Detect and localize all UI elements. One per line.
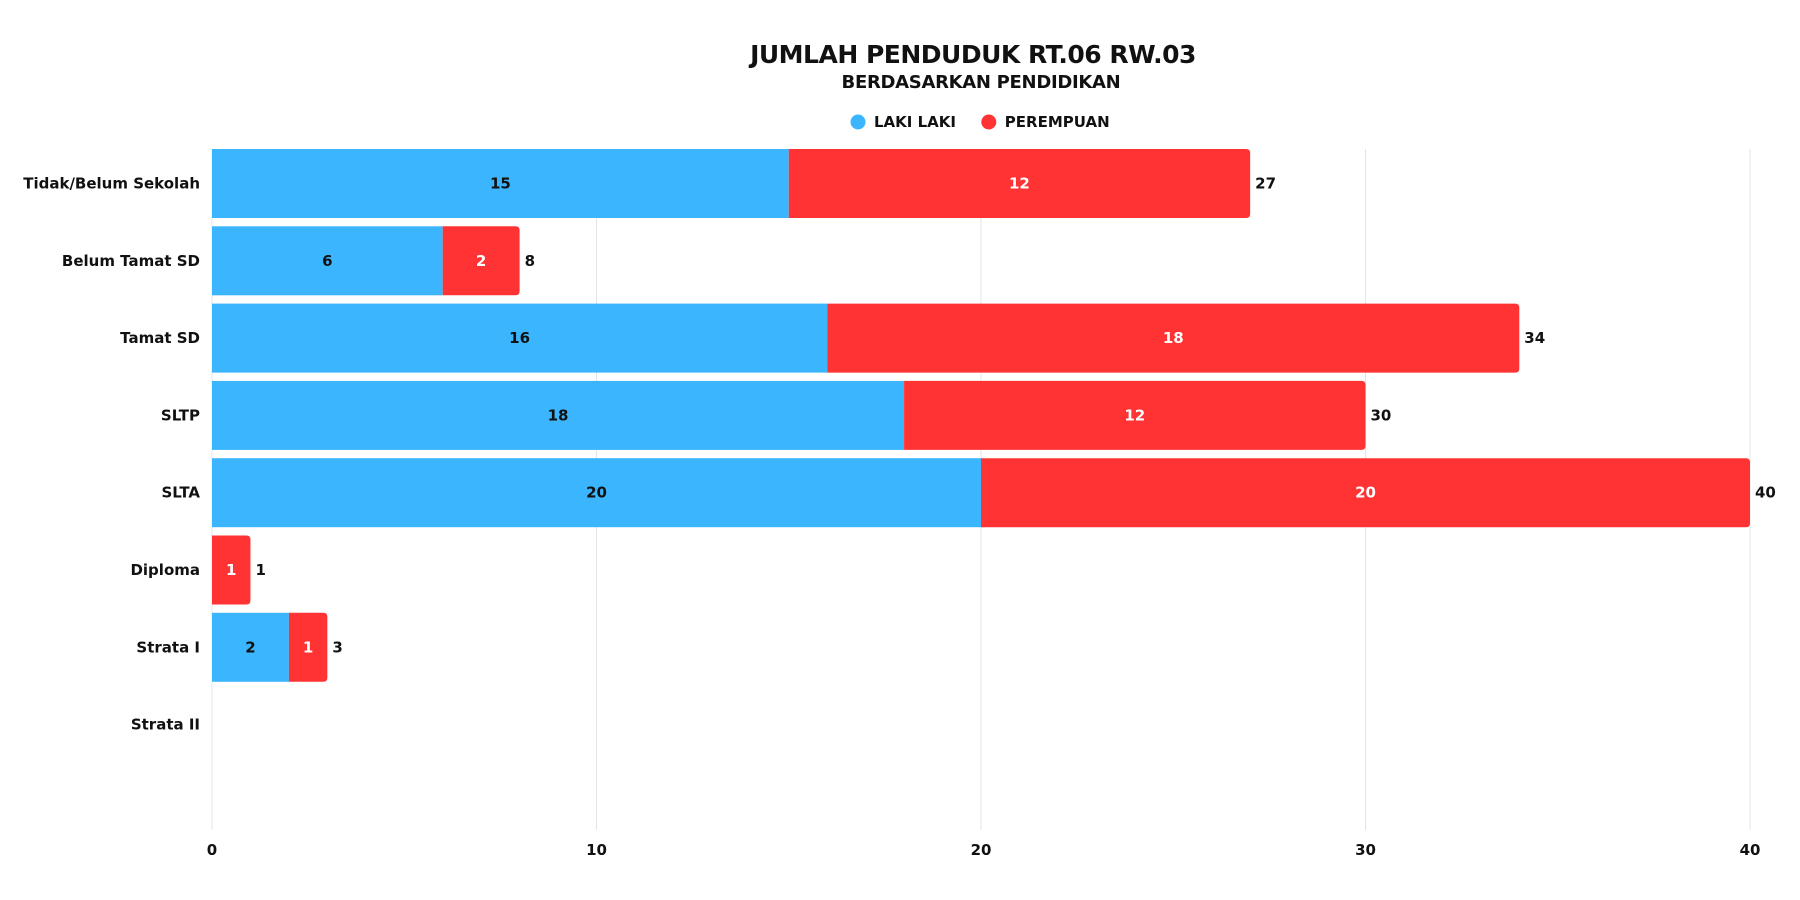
data-label: 2 bbox=[476, 252, 486, 270]
legend-item: LAKI LAKI bbox=[850, 113, 956, 131]
x-tick-label: 10 bbox=[586, 841, 607, 859]
bar-segment bbox=[212, 458, 981, 528]
bar-segment bbox=[212, 612, 289, 682]
x-tick-label: 20 bbox=[971, 841, 992, 859]
legend-label: PEREMPUAN bbox=[1005, 113, 1110, 131]
chart-title: JUMLAH PENDUDUK RT.06 RW.03 bbox=[750, 40, 1196, 69]
legend-marker bbox=[850, 114, 866, 130]
bar-segment bbox=[212, 380, 905, 450]
x-tick-label: 0 bbox=[207, 841, 217, 859]
data-label: 20 bbox=[586, 484, 607, 502]
x-tick-label: 30 bbox=[1355, 841, 1376, 859]
bar-segment bbox=[288, 612, 328, 682]
bar-segment bbox=[212, 535, 251, 605]
legend-label: LAKI LAKI bbox=[874, 113, 956, 131]
total-label: 3 bbox=[332, 638, 342, 656]
bar-segment bbox=[981, 458, 1750, 528]
category-label: Tamat SD bbox=[120, 329, 200, 347]
category-label: Strata I bbox=[136, 638, 200, 656]
x-tick-label: 40 bbox=[1740, 841, 1761, 859]
data-label: 12 bbox=[1009, 175, 1030, 193]
legend: LAKI LAKI PEREMPUAN bbox=[850, 113, 1110, 131]
category-label: SLTA bbox=[161, 484, 200, 502]
chart-subtitle: BERDASARKAN PENDIDIKAN bbox=[841, 72, 1121, 93]
data-label: 2 bbox=[245, 638, 255, 656]
total-label: 1 bbox=[255, 561, 265, 579]
legend-item: PEREMPUAN bbox=[981, 113, 1110, 131]
data-label: 16 bbox=[509, 329, 530, 347]
bar-segment bbox=[788, 149, 1251, 218]
bar-segment bbox=[212, 226, 443, 296]
data-label: 1 bbox=[226, 561, 236, 579]
data-label: 1 bbox=[303, 638, 313, 656]
legend-marker bbox=[981, 114, 997, 130]
category-label: Diploma bbox=[130, 561, 200, 579]
bar-segment bbox=[212, 303, 828, 373]
category-label: Belum Tamat SD bbox=[62, 252, 200, 270]
category-label: Tidak/Belum Sekolah bbox=[23, 175, 200, 193]
total-label: 8 bbox=[525, 252, 535, 270]
data-label: 20 bbox=[1355, 484, 1376, 502]
category-label: Strata II bbox=[131, 716, 200, 734]
total-label: 27 bbox=[1255, 175, 1276, 193]
total-label: 34 bbox=[1524, 329, 1545, 347]
data-label: 18 bbox=[548, 406, 569, 424]
x-axis-ticks: 0 10 20 30 40 bbox=[207, 841, 1761, 859]
total-label: 40 bbox=[1755, 484, 1776, 502]
category-label: SLTP bbox=[161, 406, 200, 424]
bar-segment bbox=[212, 149, 789, 218]
total-label: 30 bbox=[1371, 406, 1392, 424]
bar-segment bbox=[442, 226, 520, 296]
data-label: 12 bbox=[1124, 406, 1145, 424]
data-label: 6 bbox=[322, 252, 332, 270]
bar-segment bbox=[904, 380, 1366, 450]
data-label: 18 bbox=[1163, 329, 1184, 347]
data-label: 15 bbox=[490, 175, 511, 193]
bar-segment bbox=[827, 303, 1520, 373]
